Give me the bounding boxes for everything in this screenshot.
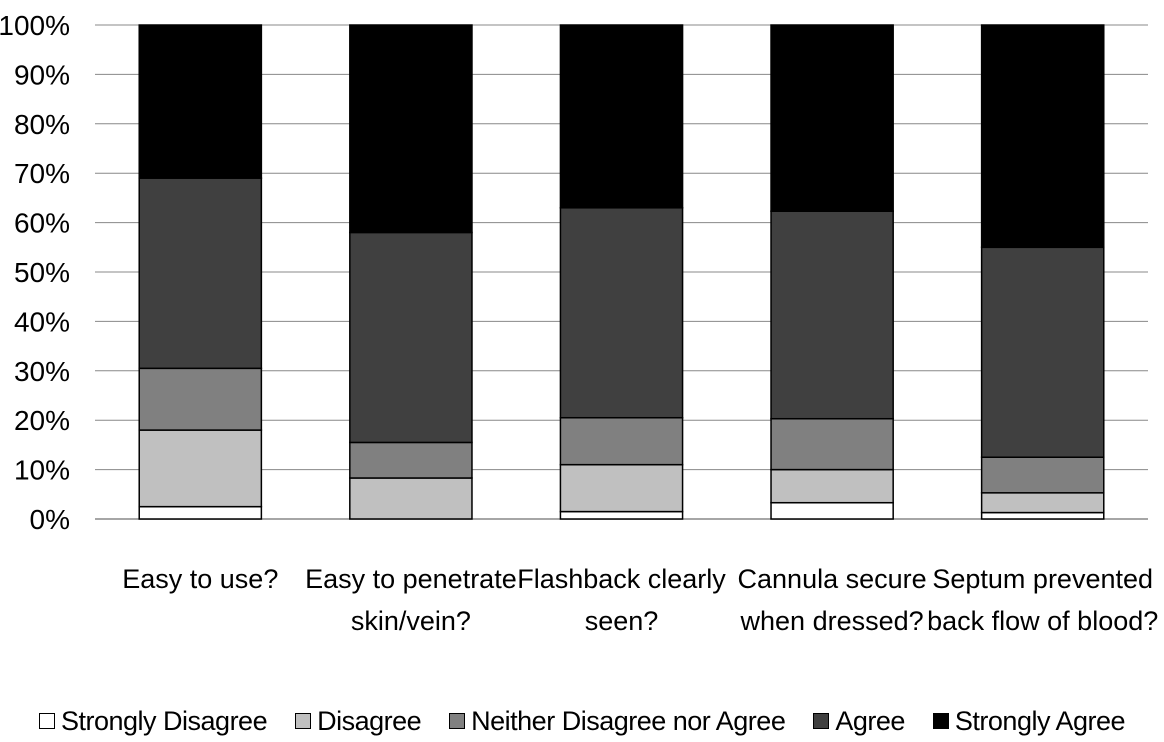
- y-tick-label: 0%: [30, 504, 70, 535]
- y-tick-label: 90%: [14, 59, 70, 90]
- stacked-bar-chart: 0% 10% 20% 30% 40% 50% 60% 70% 80% 90% 100% Easy t…: [0, 10, 1158, 636]
- category-label: Cannula secure: [738, 564, 927, 594]
- legend-item: Neither Disagree nor Agree: [449, 705, 786, 737]
- bar-segment: [138, 367, 263, 431]
- bar-segment: [980, 511, 1105, 520]
- bar-segment: [138, 24, 263, 179]
- y-tick-label: 60%: [14, 208, 70, 239]
- bar-segments: [138, 24, 1105, 520]
- bar-segment: [138, 177, 263, 370]
- bar-segment: [770, 501, 894, 520]
- y-tick-label: 10%: [14, 455, 70, 486]
- y-tick-label: 40%: [14, 306, 70, 337]
- bar-segment: [770, 468, 894, 504]
- bar-segment: [559, 510, 684, 520]
- bar-segment: [559, 416, 684, 466]
- legend-swatch: [932, 713, 949, 729]
- category-label: seen?: [585, 606, 659, 636]
- legend-label: Disagree: [317, 705, 422, 736]
- bar-segment: [349, 231, 473, 444]
- legend-swatch: [449, 713, 466, 729]
- bar-segment: [770, 210, 894, 420]
- category-label: Flashback clearly: [517, 564, 726, 594]
- legend-swatch: [295, 713, 312, 729]
- category-label: when dressed?: [740, 606, 924, 636]
- legend: Strongly Disagree Disagree Neither Disagre…: [0, 700, 1164, 742]
- y-tick-label: 30%: [14, 356, 70, 387]
- legend-label: Strongly Agree: [954, 705, 1126, 736]
- y-tick-label: 50%: [14, 257, 70, 288]
- bar-segment: [349, 24, 473, 234]
- category-labels: Easy to use? Easy to penetrate skin/vein? F…: [122, 564, 1158, 636]
- bar-segment: [138, 429, 263, 508]
- bar-segment: [980, 492, 1105, 514]
- y-tick-label: 80%: [14, 109, 70, 140]
- bar-segment: [980, 246, 1105, 458]
- category-label: Easy to use?: [122, 564, 278, 594]
- legend-label: Neither Disagree nor Agree: [471, 705, 786, 736]
- legend-item: Disagree: [295, 705, 422, 737]
- y-tick-label: 100%: [0, 10, 70, 41]
- bar-segment: [559, 24, 684, 209]
- legend-item: Agree: [813, 706, 905, 737]
- bar-segment: [980, 456, 1105, 494]
- legend-label: Agree: [835, 705, 905, 736]
- bar-segment: [349, 477, 473, 520]
- y-tick-label: 70%: [14, 158, 70, 189]
- bar-segment: [770, 24, 894, 212]
- legend-swatch: [38, 713, 55, 729]
- bar-segment: [559, 207, 684, 419]
- bar-segment: [138, 505, 263, 520]
- category-label: skin/vein?: [351, 606, 471, 636]
- category-label: Easy to penetrate: [305, 564, 517, 594]
- bar-segment: [770, 417, 894, 471]
- legend-item: Strongly Agree: [932, 705, 1126, 737]
- bar-segment: [559, 463, 684, 513]
- bar-segment: [980, 24, 1105, 249]
- bar-segment: [349, 441, 473, 479]
- category-label: back flow of blood?: [927, 606, 1158, 636]
- y-tick-label: 20%: [14, 405, 70, 436]
- legend-label: Strongly Disagree: [60, 705, 268, 736]
- legend-swatch: [813, 713, 830, 729]
- category-label: Septum prevented: [932, 564, 1153, 594]
- legend-item: Strongly Disagree: [38, 705, 268, 737]
- y-axis-tick-labels: 0% 10% 20% 30% 40% 50% 60% 70% 80% 90% 100%: [0, 10, 70, 535]
